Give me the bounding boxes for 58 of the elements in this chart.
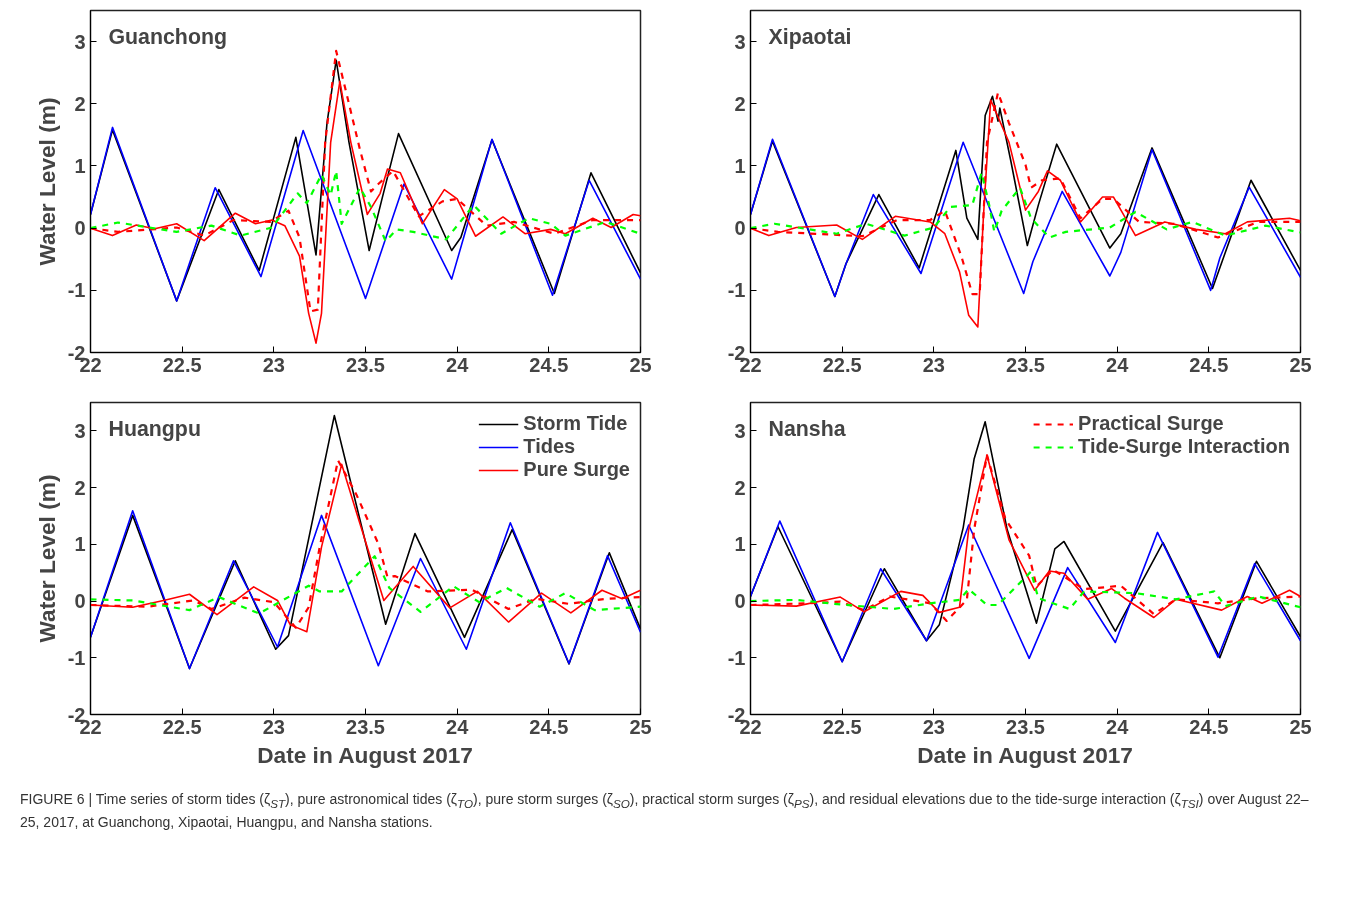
legend-label: Pure Surge: [523, 458, 630, 481]
y-tick-label: 3: [74, 419, 86, 442]
y-tick-label: -1: [727, 279, 746, 302]
text: FIGURE 6 | Time series of storm tides (ζ$_{ST}$), pure astronomical tides (ζ$_{TO}$), pure storm surges (ζ$_{SO}$), practical storm surges (ζ$_{PS}$), and residual elevations due to the tide-surge interaction (ζ$_{TSI}$) over August 22–25, 2017, at Guanchong, Xipaotai, Huangpu, and Nansha stations.: [20, 791, 1309, 831]
x-tick-label: 24.5: [529, 353, 569, 376]
x-tick-label: 24.5: [529, 715, 569, 738]
x-tick-label: 22.5: [162, 353, 202, 376]
y-tick-label: 1: [74, 154, 86, 177]
legend-label: Tides: [523, 435, 576, 458]
x-tick-label: 24: [1106, 715, 1130, 738]
y-tick-label: 1: [74, 533, 86, 556]
x-axis-title: Date in August 2017: [917, 741, 1133, 768]
y-tick-label: 1: [734, 533, 746, 556]
y-tick-label: 3: [734, 419, 746, 442]
x-tick-label: 24: [446, 715, 470, 738]
x-tick-label: 22.5: [162, 715, 202, 738]
x-tick-label: 23.5: [346, 353, 385, 376]
x-tick-label: 23: [922, 715, 945, 738]
y-tick-label: 2: [74, 92, 86, 115]
x-tick-label: 23.5: [1006, 715, 1045, 738]
y-tick-label: -1: [727, 646, 746, 669]
x-tick-label: 25: [629, 715, 652, 738]
text: Xipaotai: [768, 24, 852, 49]
legend-label: Practical Surge: [1078, 412, 1224, 435]
x-tick-label: 22.5: [822, 715, 862, 738]
x-tick-label: 22.5: [822, 353, 862, 376]
y-tick-label: 0: [734, 217, 746, 240]
x-tick-label: 24.5: [1189, 353, 1229, 376]
y-tick-label: 2: [734, 476, 746, 499]
x-axis-title: Date in August 2017: [257, 741, 473, 768]
text: Huangpu: [108, 416, 201, 441]
y-tick-label: 2: [74, 476, 86, 499]
x-tick-label: 24: [1106, 353, 1130, 376]
text: Nansha: [768, 416, 846, 441]
x-tick-label: 23.5: [346, 715, 385, 738]
y-tick-label: 2: [734, 92, 746, 115]
y-tick-label: 3: [734, 30, 746, 53]
y-tick-label: -1: [67, 279, 86, 302]
legend-label: Tide-Surge Interaction: [1078, 435, 1290, 458]
legend-label: Storm Tide: [523, 412, 628, 435]
x-tick-label: 25: [1289, 715, 1312, 738]
y-axis-title: Water Level (m): [33, 474, 60, 643]
x-tick-label: 24: [446, 353, 470, 376]
y-tick-label: 1: [734, 154, 746, 177]
x-tick-label: 23: [262, 715, 285, 738]
y-tick-label: 0: [74, 590, 86, 613]
text: Guanchong: [108, 24, 227, 49]
x-tick-label: 24.5: [1189, 715, 1229, 738]
x-tick-label: 23.5: [1006, 353, 1045, 376]
x-tick-label: 25: [1289, 353, 1312, 376]
y-tick-label: 3: [74, 30, 86, 53]
y-tick-label: -1: [67, 646, 86, 669]
x-tick-label: 23: [922, 353, 945, 376]
y-tick-label: 0: [74, 217, 86, 240]
y-axis-title: Water Level (m): [33, 97, 60, 266]
x-tick-label: 25: [629, 353, 652, 376]
x-tick-label: 23: [262, 353, 285, 376]
y-tick-label: 0: [734, 590, 746, 613]
